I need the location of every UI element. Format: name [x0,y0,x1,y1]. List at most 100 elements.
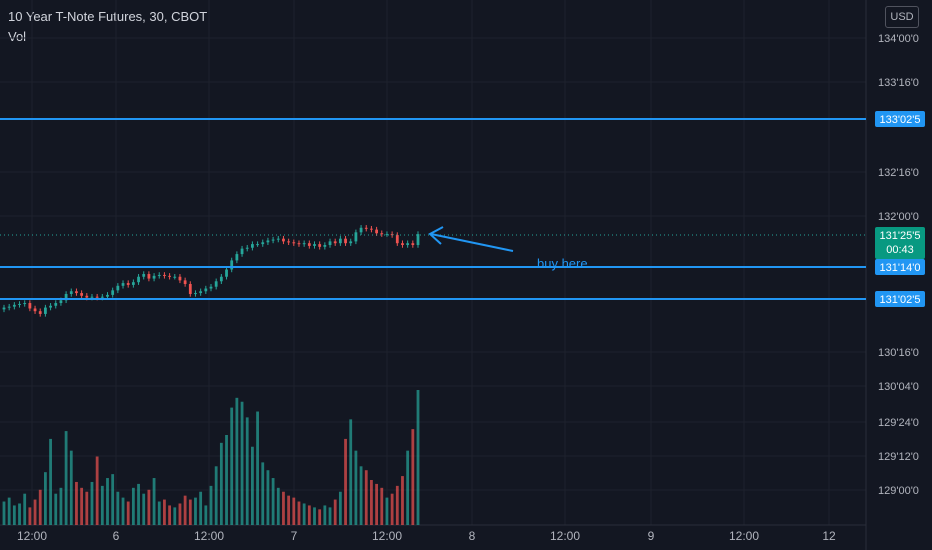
volume-bar [126,501,130,525]
candle-body [364,227,368,229]
candle-body [240,248,244,255]
candle-body [173,276,177,278]
time-axis-label: 12:00 [194,529,224,543]
volume-bar [235,397,239,525]
volume-bar [173,507,177,525]
volume-bar [157,501,161,525]
candle-body [328,241,332,246]
volume-bar [152,478,156,525]
candle-body [256,244,259,246]
volume-bar [251,446,254,525]
candle-body [23,303,27,305]
candle-body [385,234,389,236]
volume-bar [7,497,11,525]
candle-body [168,275,171,277]
candle-body [49,305,52,308]
volume-bar [287,495,291,525]
candle-body [380,233,384,235]
arrow-head [428,226,444,245]
candle-body [12,304,16,307]
volume-bar [292,497,296,525]
candle-body [131,282,135,285]
candle-body [95,296,99,298]
price-axis-label: 132'16'0 [878,167,919,179]
arrow-shaft[interactable] [430,233,514,252]
volume-bar [416,390,420,525]
candle-body [64,293,68,301]
volume-bar [401,476,404,525]
candle-body [204,288,208,292]
candle-body [307,243,311,246]
volume-bar [106,478,109,525]
volume-bar [256,411,259,525]
volume-bar [80,487,84,525]
candle-body [338,238,342,244]
candle-body [142,274,146,277]
volume-bar [282,491,285,525]
volume-bar [375,483,378,525]
volume-bar [364,470,368,525]
volume-bar [406,450,410,525]
candle-body [69,291,73,294]
candle-body [178,276,182,281]
volume-bar [359,466,363,525]
volume-bar [194,497,197,525]
candle-body [28,303,32,309]
volume-bar [121,497,125,525]
candle-body [90,296,94,298]
candle-body [297,243,301,245]
candle-body [111,290,115,295]
candle-body [375,229,378,234]
volume-bar [168,505,171,525]
candle-body [333,241,337,244]
volume-bar [163,499,166,525]
candle-body [183,280,187,284]
time-axis-label: 12:00 [372,529,402,543]
volume-bar [271,478,275,525]
price-axis-label: 129'12'0 [878,451,919,463]
candle-body [75,291,78,294]
volume-bar [266,470,270,525]
candle-body [245,247,249,249]
candle-body [188,284,192,294]
level-price-label: 131'02'5 [880,294,921,306]
candle-body [219,276,223,282]
candle-body [18,303,21,305]
price-axis-label: 129'24'0 [878,417,919,429]
candle-body [44,307,47,314]
candle-body [126,283,130,285]
volume-bar [142,493,146,525]
symbol-title[interactable]: 10 Year T-Note Futures, 30, CBOT [8,9,208,24]
volume-bar [69,450,73,525]
currency-button[interactable]: USD [885,6,919,28]
volume-bar [307,505,311,525]
annotation-text[interactable]: buy here [537,256,588,271]
candle-body [266,240,270,243]
volume-bar [2,501,6,525]
candle-body [225,269,228,277]
level-price-label: 131'14'0 [880,262,921,274]
volume-indicator-label[interactable]: Vol [8,29,27,44]
volume-bar [318,509,322,525]
volume-bar [23,493,27,525]
candle-body [282,238,285,242]
volume-bar [214,466,218,525]
level-price-tag [875,291,925,307]
price-axis-label: 133'16'0 [878,77,919,89]
volume-bar [38,489,42,525]
candle-body [318,244,322,247]
candle-body [100,296,104,298]
volume-bar [95,456,99,525]
price-axis-label: 129'00'0 [878,485,919,497]
candle-body [214,281,218,287]
volume-bar [328,507,332,525]
volume-bar [54,493,58,525]
candle-body [230,260,234,270]
volume-bar [225,435,228,525]
price-axis-label: 134'00'0 [878,33,919,45]
candle-body [276,238,280,240]
time-axis-label: 12:00 [729,529,759,543]
volume-bar [411,429,415,525]
candle-body [2,307,6,310]
